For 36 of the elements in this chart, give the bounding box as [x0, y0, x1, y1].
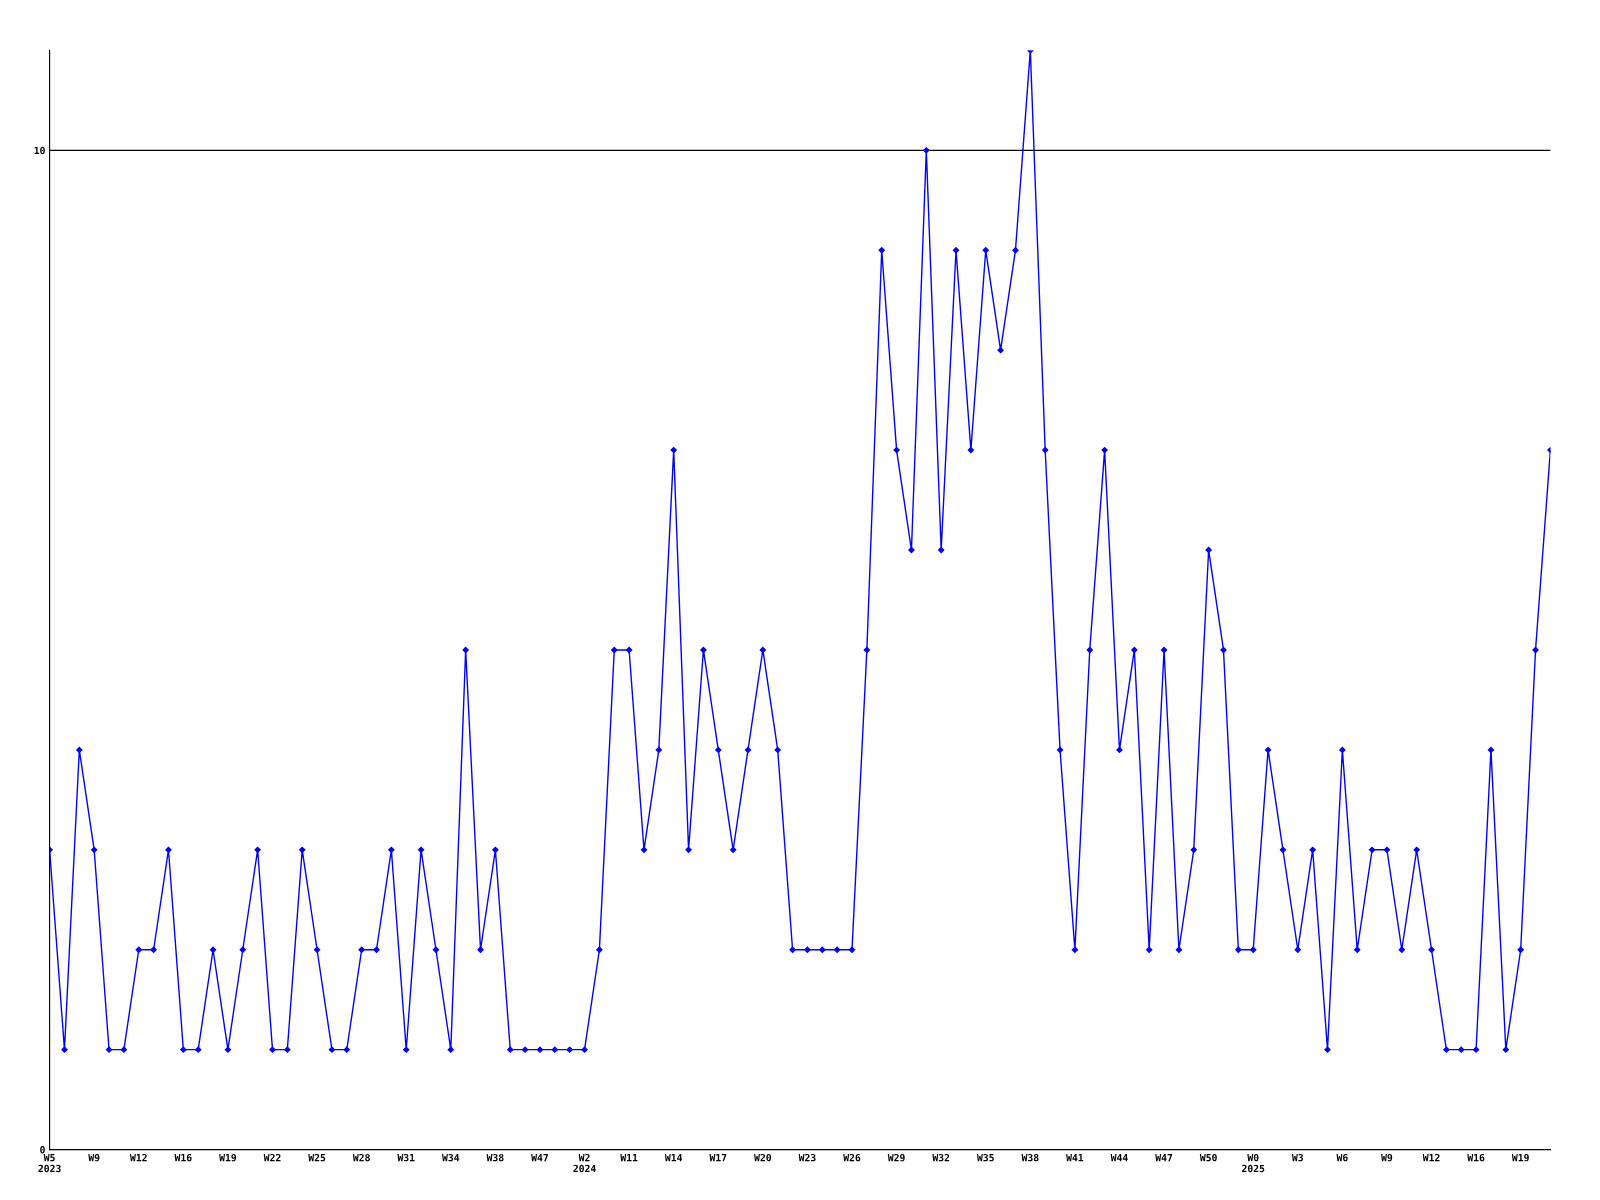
- x-tick-label: W9: [88, 1154, 100, 1162]
- x-tick-label: W50: [1199, 1153, 1217, 1162]
- x-tick-label: W41: [1066, 1154, 1084, 1162]
- y-tick-label: 10: [34, 146, 45, 155]
- x-tick-label: W35: [976, 1153, 994, 1162]
- x-tick-label: W44: [1110, 1154, 1128, 1162]
- x-tick-label: W6: [1336, 1153, 1348, 1162]
- x-tick-label: W47: [1155, 1154, 1173, 1162]
- x-tick-label: W31: [397, 1153, 415, 1162]
- x-tick-label: W19: [1511, 1154, 1529, 1162]
- x-tick-label: W19: [219, 1154, 237, 1162]
- x-tick-label: W23: [798, 1153, 816, 1162]
- y-tick-label: 0: [40, 1146, 45, 1154]
- x-tick-label: W3: [1291, 1153, 1304, 1162]
- x-tick-label: W34: [442, 1153, 460, 1162]
- x-tick-label: W2 2024: [573, 1153, 596, 1173]
- x-tick-label: W25: [308, 1153, 326, 1162]
- x-tick-label: W5 2023: [38, 1154, 61, 1173]
- x-tick-label: W38: [1021, 1153, 1039, 1162]
- x-tick-label: W17: [709, 1154, 727, 1162]
- x-tick-label: W29: [887, 1153, 905, 1162]
- x-tick-label: W32: [932, 1153, 950, 1162]
- x-tick-label: W11: [620, 1154, 638, 1162]
- x-tick-label: W16: [174, 1153, 192, 1162]
- x-tick-label: W20: [754, 1153, 772, 1162]
- x-tick-label: W28: [352, 1153, 370, 1162]
- x-tick-label: W0 2025: [1242, 1153, 1265, 1173]
- x-tick-label: W12: [129, 1153, 147, 1162]
- x-tick-label: W14: [664, 1154, 683, 1162]
- x-tick-label: W9: [1381, 1154, 1393, 1162]
- x-tick-label: W16: [1467, 1153, 1485, 1162]
- x-tick-label: W26: [843, 1153, 861, 1162]
- x-tick-label: W12: [1422, 1153, 1440, 1162]
- x-tick-label: W47: [531, 1154, 549, 1162]
- x-tick-label: W22: [263, 1153, 281, 1162]
- x-tick-label: W38: [486, 1153, 504, 1162]
